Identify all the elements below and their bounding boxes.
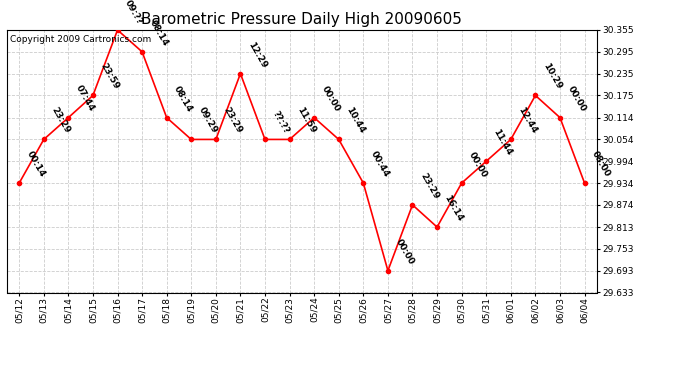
Text: 08:14: 08:14 <box>172 84 195 114</box>
Text: 09:??: 09:?? <box>123 0 144 26</box>
Text: 11:44: 11:44 <box>492 128 514 157</box>
Text: 09:29: 09:29 <box>197 106 219 135</box>
Text: 16:14: 16:14 <box>442 194 465 223</box>
Text: 23:29: 23:29 <box>221 106 244 135</box>
Title: Barometric Pressure Daily High 20090605: Barometric Pressure Daily High 20090605 <box>141 12 462 27</box>
Text: 10:44: 10:44 <box>344 106 366 135</box>
Text: Copyright 2009 Cartronics.com: Copyright 2009 Cartronics.com <box>10 35 151 44</box>
Text: 23:29: 23:29 <box>49 106 72 135</box>
Text: 23:29: 23:29 <box>418 171 440 201</box>
Text: ??:??: ??:?? <box>270 110 290 135</box>
Text: 08:00: 08:00 <box>590 150 612 179</box>
Text: 23:59: 23:59 <box>99 62 121 91</box>
Text: 00:00: 00:00 <box>566 85 587 114</box>
Text: 00:00: 00:00 <box>467 150 489 179</box>
Text: 00:14: 00:14 <box>25 150 47 179</box>
Text: 07:44: 07:44 <box>74 84 96 114</box>
Text: 08:14: 08:14 <box>148 18 170 48</box>
Text: 12:44: 12:44 <box>516 106 539 135</box>
Text: 00:00: 00:00 <box>393 238 415 267</box>
Text: 00:00: 00:00 <box>319 85 342 114</box>
Text: 00:44: 00:44 <box>369 150 391 179</box>
Text: 10:29: 10:29 <box>541 62 563 91</box>
Text: 12:29: 12:29 <box>246 40 268 69</box>
Text: 11:59: 11:59 <box>295 106 317 135</box>
